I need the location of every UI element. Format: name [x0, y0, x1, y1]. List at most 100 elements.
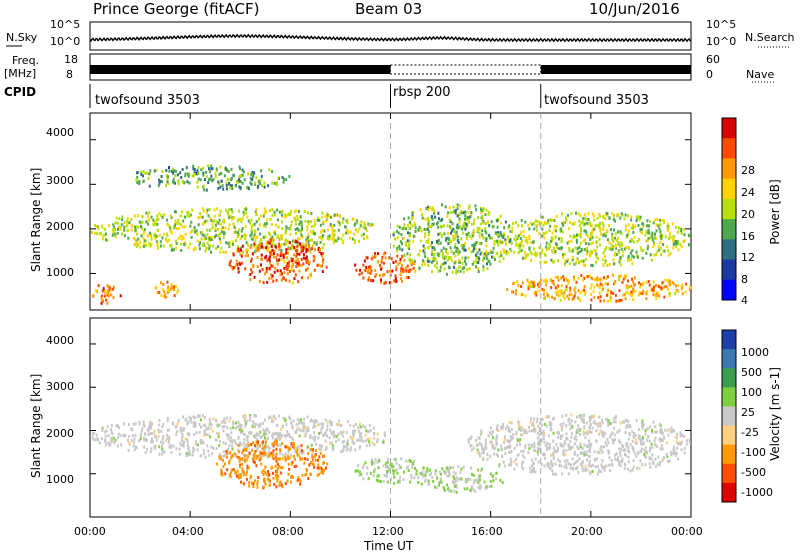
echo-cell	[188, 450, 191, 454]
echo-cell	[664, 235, 667, 239]
echo-cell	[204, 424, 207, 428]
echo-cell	[170, 243, 173, 247]
echo-cell	[287, 446, 290, 450]
echo-cell	[427, 208, 430, 212]
echo-cell	[654, 425, 657, 428]
echo-cell	[183, 440, 186, 444]
echo-cell	[234, 230, 237, 234]
echo-cell	[452, 234, 454, 238]
echo-cell	[250, 431, 253, 435]
echo-cell	[274, 243, 277, 247]
echo-cell	[210, 250, 212, 254]
echo-cell	[664, 428, 667, 432]
echo-cell	[107, 434, 110, 437]
echo-cell	[420, 229, 423, 233]
echo-cell	[508, 451, 511, 454]
echo-cell	[267, 436, 269, 440]
echo-cell	[281, 213, 284, 217]
echo-cell	[364, 439, 367, 443]
echo-cell	[244, 421, 247, 425]
echo-cell	[230, 178, 233, 182]
echo-cell	[241, 168, 244, 172]
echo-cell	[350, 446, 353, 450]
echo-cell	[242, 250, 244, 254]
echo-cell	[309, 272, 312, 276]
echo-cell	[583, 413, 585, 417]
echo-cell	[268, 238, 271, 242]
echo-cell	[471, 262, 474, 266]
echo-cell	[549, 239, 552, 243]
echo-cell	[192, 424, 195, 428]
echo-cell	[166, 433, 169, 437]
freq-label: Freq.	[12, 54, 40, 67]
echo-cell	[442, 251, 444, 255]
echo-cell	[259, 454, 262, 458]
echo-cell	[559, 434, 562, 438]
echo-cell	[281, 233, 284, 237]
echo-cell	[659, 218, 661, 222]
echo-cell	[186, 438, 189, 442]
echo-cell	[510, 249, 513, 253]
echo-cell	[140, 429, 143, 433]
echo-cell	[537, 424, 540, 428]
echo-cell	[279, 471, 282, 475]
echo-cell	[622, 250, 625, 253]
echo-cell	[626, 234, 629, 237]
echo-cell	[400, 272, 403, 276]
echo-cell	[415, 469, 418, 473]
echo-cell	[267, 450, 270, 454]
echo-cell	[216, 423, 219, 427]
echo-cell	[584, 431, 587, 435]
echo-cell	[522, 256, 525, 260]
echo-cell	[337, 228, 340, 232]
echo-cell	[202, 166, 204, 170]
echo-cell	[536, 450, 539, 454]
echo-cell	[196, 448, 199, 452]
echo-cell	[137, 214, 140, 218]
echo-cell	[464, 480, 467, 484]
echo-cell	[457, 249, 460, 253]
echo-cell	[306, 225, 309, 228]
echo-cell	[590, 283, 593, 287]
echo-cell	[156, 222, 159, 226]
echo-cell	[667, 288, 670, 291]
echo-cell	[592, 415, 595, 419]
echo-cell	[459, 224, 462, 228]
echo-cell	[545, 278, 548, 282]
echo-cell	[654, 443, 656, 447]
echo-cell	[647, 237, 650, 241]
echo-cell	[247, 441, 250, 445]
echo-cell	[514, 292, 517, 296]
echo-cell	[144, 438, 147, 441]
echo-cell	[599, 447, 602, 451]
echo-cell	[157, 423, 160, 427]
echo-cell	[333, 213, 336, 217]
echo-cell	[331, 230, 334, 234]
echo-cell	[625, 246, 628, 249]
echo-cell	[325, 466, 327, 470]
echo-cell	[538, 289, 541, 293]
echo-cell	[237, 443, 240, 447]
echo-cell	[160, 214, 163, 217]
echo-cell	[499, 250, 502, 254]
echo-cell	[614, 236, 617, 240]
echo-cell	[383, 272, 386, 276]
echo-cell	[260, 452, 263, 456]
echo-cell	[541, 418, 544, 421]
echo-cell	[143, 424, 146, 428]
echo-cell	[477, 468, 480, 472]
xtick-0000-end: 00:00	[671, 525, 703, 538]
echo-cell	[591, 212, 594, 216]
echo-cell	[210, 423, 213, 427]
echo-cell	[590, 464, 592, 468]
echo-cell	[485, 208, 488, 212]
echo-cell	[262, 224, 265, 228]
echo-cell	[402, 237, 405, 240]
echo-cell	[200, 439, 203, 442]
echo-cell	[540, 463, 543, 466]
echo-cell	[305, 236, 308, 240]
echo-cell	[468, 235, 471, 238]
echo-cell	[438, 241, 441, 245]
velocity-colorbar-swatch	[722, 349, 736, 369]
echo-cell	[263, 185, 266, 189]
